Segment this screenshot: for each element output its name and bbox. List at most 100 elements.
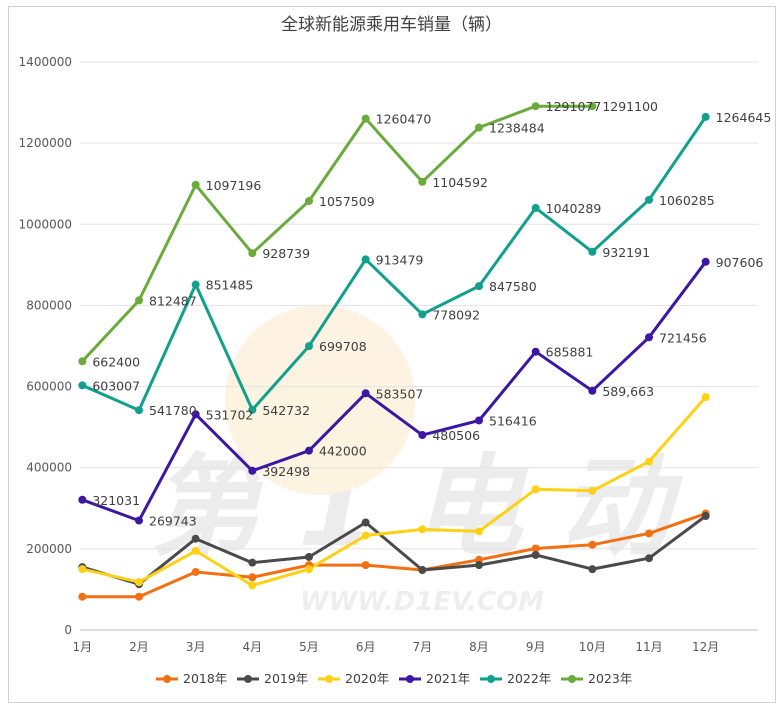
data-label: 541780 bbox=[149, 403, 197, 418]
data-label: 1104592 bbox=[432, 175, 488, 190]
legend-marker bbox=[244, 675, 252, 683]
series-line-2021年 bbox=[81, 260, 707, 523]
data-point bbox=[588, 102, 597, 111]
data-point bbox=[305, 196, 313, 205]
data-label: 603007 bbox=[92, 378, 140, 393]
data-point bbox=[135, 406, 143, 415]
series-line-2022年 bbox=[81, 116, 707, 412]
data-label: 685881 bbox=[546, 345, 594, 360]
data-label: 1264645 bbox=[716, 110, 772, 125]
legend-marker bbox=[568, 675, 576, 683]
data-point bbox=[418, 565, 427, 574]
data-point bbox=[645, 333, 653, 342]
data-point bbox=[248, 581, 257, 590]
data-point bbox=[475, 123, 483, 132]
data-point bbox=[475, 527, 483, 536]
legend-label: 2022年 bbox=[507, 671, 551, 686]
data-point bbox=[645, 195, 653, 204]
data-point bbox=[135, 516, 143, 525]
legend-label: 2020年 bbox=[345, 671, 389, 686]
data-point bbox=[418, 310, 427, 319]
data-label: 542732 bbox=[262, 403, 310, 418]
data-label: 812487 bbox=[149, 293, 197, 308]
data-label: 442000 bbox=[319, 444, 367, 459]
data-label: 583507 bbox=[376, 386, 424, 401]
data-label: 480506 bbox=[432, 428, 480, 443]
y-tick-label: 1200000 bbox=[19, 136, 72, 150]
data-point bbox=[135, 592, 143, 601]
series-line-2020年 bbox=[81, 396, 707, 587]
watermark: 第1电动 WWW.D1EV.COM bbox=[150, 305, 683, 617]
data-point bbox=[588, 247, 597, 256]
data-label: 932191 bbox=[602, 245, 650, 260]
data-label: 699708 bbox=[319, 339, 367, 354]
data-point bbox=[531, 203, 540, 212]
x-tick-label: 4月 bbox=[243, 640, 263, 654]
data-point bbox=[361, 389, 370, 398]
data-label: 1097196 bbox=[206, 178, 262, 193]
data-label: 847580 bbox=[489, 279, 537, 294]
data-label: 1040289 bbox=[546, 201, 602, 216]
data-point bbox=[248, 405, 257, 414]
data-label: 1238484 bbox=[489, 121, 545, 136]
x-tick-label: 12月 bbox=[692, 640, 719, 654]
data-label: 1291077 bbox=[546, 99, 602, 114]
data-point bbox=[418, 525, 427, 534]
data-point bbox=[588, 540, 597, 549]
data-point bbox=[645, 457, 653, 466]
y-tick-label: 400000 bbox=[26, 461, 72, 475]
data-point bbox=[701, 257, 710, 266]
x-tick-label: 1月 bbox=[73, 640, 93, 654]
data-point bbox=[248, 558, 257, 567]
data-label: 1060285 bbox=[659, 193, 715, 208]
data-label: 1057509 bbox=[319, 194, 375, 209]
watermark-mascot bbox=[225, 305, 415, 495]
data-label: 1291100 bbox=[602, 99, 658, 114]
data-point bbox=[191, 180, 200, 189]
data-point bbox=[78, 565, 87, 574]
data-point bbox=[531, 485, 540, 494]
data-label: 589,663 bbox=[602, 384, 654, 399]
data-point bbox=[475, 561, 483, 570]
data-point bbox=[418, 431, 427, 440]
data-label: 321031 bbox=[92, 493, 140, 508]
x-tick-label: 3月 bbox=[186, 640, 206, 654]
data-label: 907606 bbox=[716, 255, 764, 270]
data-point bbox=[78, 381, 87, 390]
data-point bbox=[588, 486, 597, 495]
chart-title: 全球新能源乘用车销量（辆） bbox=[281, 15, 502, 35]
data-point bbox=[78, 495, 87, 504]
y-tick-label: 200000 bbox=[26, 542, 72, 556]
legend-label: 2018年 bbox=[183, 671, 227, 686]
data-point bbox=[531, 347, 540, 356]
data-label: 851485 bbox=[206, 278, 254, 293]
data-point bbox=[191, 567, 200, 576]
data-point bbox=[305, 565, 313, 574]
data-point bbox=[361, 255, 370, 264]
data-point bbox=[191, 546, 200, 555]
data-point bbox=[191, 280, 200, 289]
data-point bbox=[305, 552, 313, 561]
data-label: 1260470 bbox=[376, 112, 432, 127]
data-point bbox=[78, 592, 87, 601]
watermark-url: WWW.D1EV.COM bbox=[300, 587, 544, 617]
y-tick-label: 1400000 bbox=[19, 55, 72, 69]
y-tick-label: 600000 bbox=[26, 380, 72, 394]
data-point bbox=[588, 565, 597, 574]
data-point bbox=[361, 531, 370, 540]
data-point bbox=[305, 342, 313, 351]
legend-marker bbox=[325, 675, 333, 683]
legend-marker bbox=[163, 675, 171, 683]
data-point bbox=[135, 578, 143, 587]
data-point bbox=[361, 518, 370, 527]
series-line-2023年 bbox=[81, 104, 593, 363]
data-point bbox=[701, 112, 710, 121]
data-point bbox=[361, 114, 370, 123]
y-tick-label: 1000000 bbox=[19, 217, 72, 231]
data-point bbox=[191, 534, 200, 543]
x-tick-label: 5月 bbox=[299, 640, 319, 654]
data-point bbox=[418, 177, 427, 186]
data-point bbox=[248, 249, 257, 258]
data-point bbox=[531, 102, 540, 111]
